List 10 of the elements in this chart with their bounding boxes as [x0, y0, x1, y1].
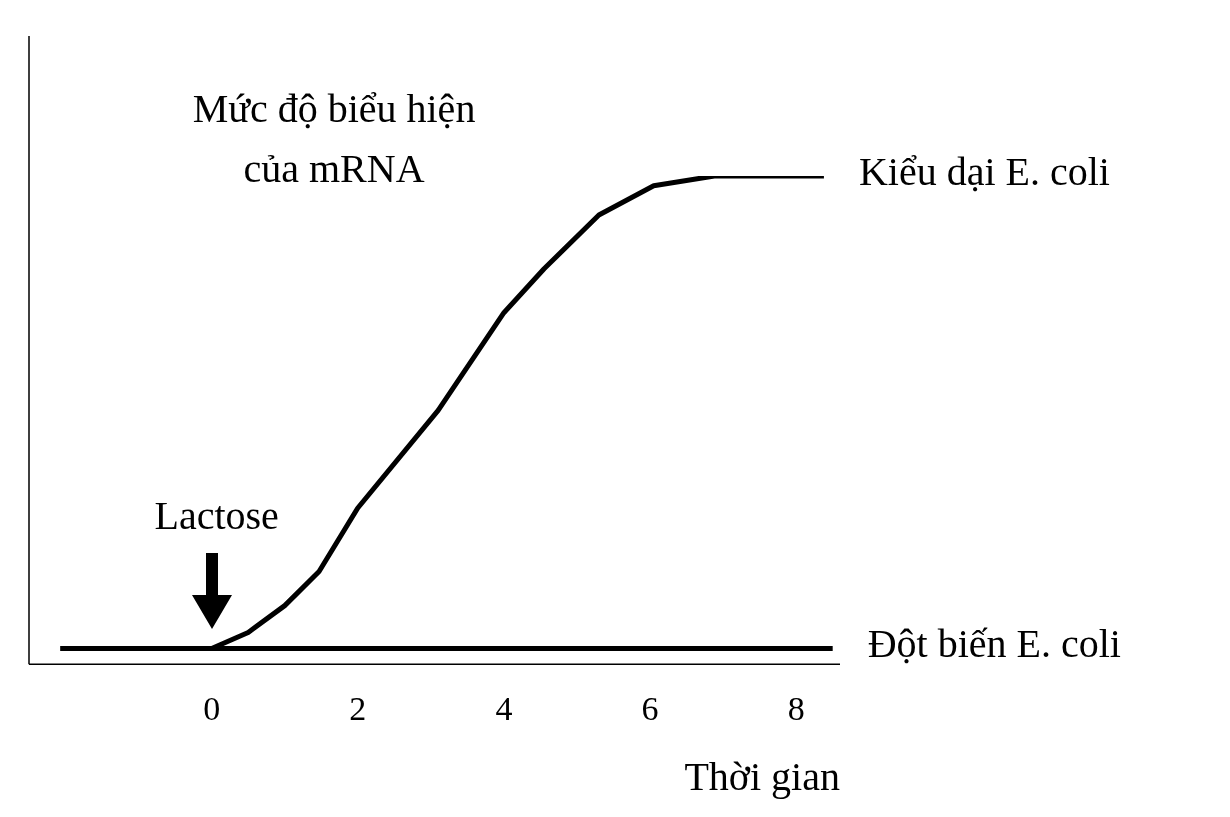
x-axis-title: Thời gian	[684, 753, 840, 799]
x-tick-label: 0	[203, 689, 221, 727]
x-tick-label: 4	[495, 689, 513, 727]
x-tick-label: 6	[641, 689, 659, 727]
series-label: Kiểu dại E. coli	[858, 148, 1110, 194]
annotation: Lactose	[154, 492, 279, 538]
series-label: Đột biến E. coli	[867, 621, 1121, 667]
y-axis-title: Mức độ biểu hiện của mRNA	[192, 86, 476, 191]
x-tick-label: 8	[787, 689, 805, 727]
x-tick-label: 2	[349, 689, 367, 727]
